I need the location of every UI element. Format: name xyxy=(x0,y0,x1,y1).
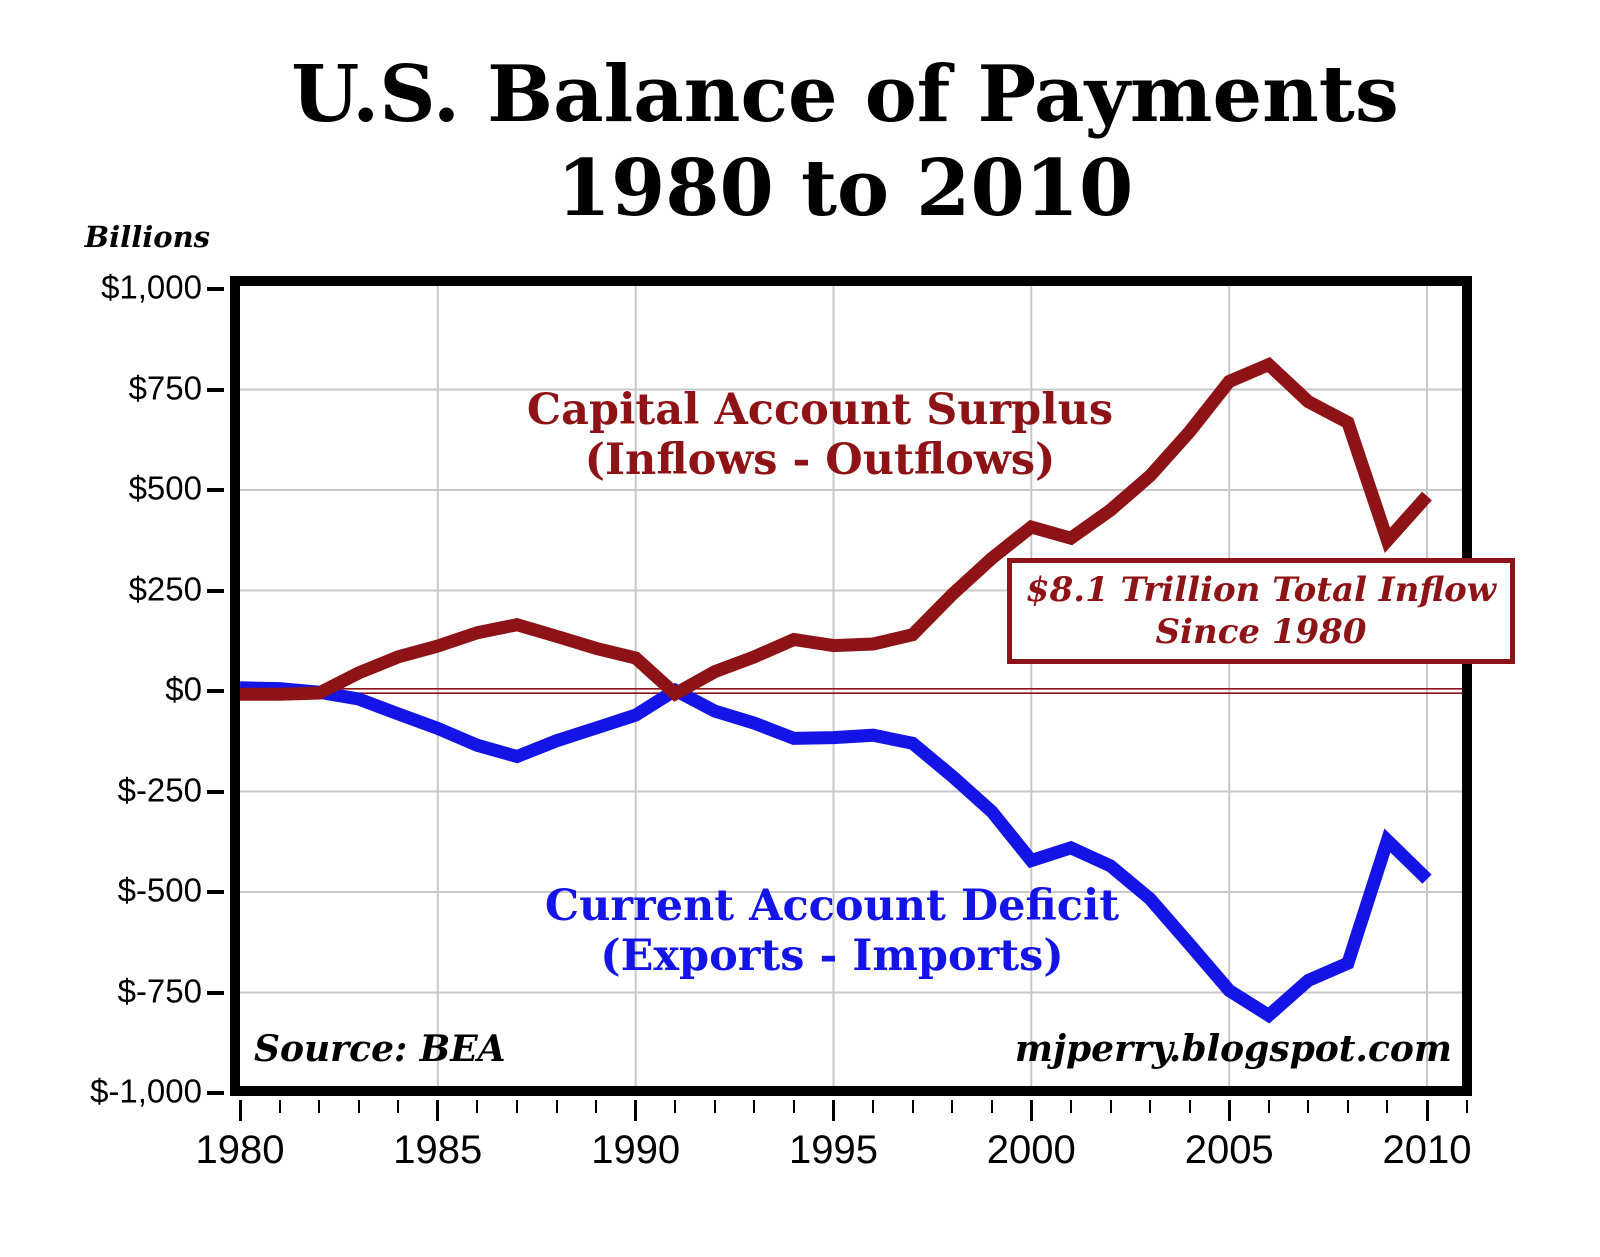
x-minor-tick-mark xyxy=(713,1100,716,1113)
y-tick-mark xyxy=(207,890,224,894)
x-tick-label: 2005 xyxy=(1184,1128,1274,1172)
x-minor-tick-mark xyxy=(1149,1100,1151,1113)
capital-account-label-line2: (Inflows - Outflows) xyxy=(584,434,1056,485)
x-minor-tick-mark xyxy=(911,1100,914,1113)
x-major-tick-mark xyxy=(238,1100,242,1121)
x-tick-label: 2000 xyxy=(986,1128,1076,1172)
source-note: Source: BEA xyxy=(254,1028,506,1070)
y-tick-mark xyxy=(207,689,224,693)
y-tick-mark xyxy=(207,488,224,492)
x-minor-tick-mark xyxy=(357,1100,360,1113)
y-tick-label: $500 xyxy=(128,469,202,507)
x-minor-tick-mark xyxy=(792,1100,795,1113)
x-major-tick-mark xyxy=(1029,1100,1033,1121)
x-minor-tick-mark xyxy=(318,1100,321,1113)
y-tick-label: $-1,000 xyxy=(90,1072,202,1110)
current-account-series-line xyxy=(240,681,1432,1024)
chart-title-line1: U.S. Balance of Payments xyxy=(291,49,1399,140)
capital-account-label-line1: Capital Account Surplus xyxy=(526,385,1114,435)
x-minor-tick-mark xyxy=(1069,1100,1072,1113)
y-tick-label: $-750 xyxy=(117,971,202,1009)
x-minor-tick-mark xyxy=(278,1100,281,1113)
x-minor-tick-mark xyxy=(872,1100,875,1113)
x-tick-label: 1980 xyxy=(195,1128,285,1172)
x-tick-label: 1995 xyxy=(789,1128,878,1172)
annotation-line2: Since 1980 xyxy=(1155,612,1367,652)
y-tick-mark xyxy=(207,1091,224,1095)
x-tick-label: 2010 xyxy=(1382,1128,1472,1172)
y-tick-mark xyxy=(207,588,224,593)
x-minor-tick-mark xyxy=(1465,1100,1468,1113)
x-minor-tick-mark xyxy=(1346,1100,1349,1113)
x-major-tick-mark xyxy=(1227,1100,1231,1121)
capital-account-series-label: Capital Account Surplus (Inflows - Outfl… xyxy=(526,385,1114,486)
y-tick-label: $750 xyxy=(128,368,202,406)
current-account-label-line1: Current Account Deficit xyxy=(544,881,1120,931)
y-tick-mark xyxy=(207,287,224,291)
y-tick-label: $1,000 xyxy=(101,268,202,306)
current-account-label-line2: (Exports - Imports) xyxy=(600,930,1064,981)
x-minor-tick-mark xyxy=(1267,1100,1270,1113)
x-tick-label: 1990 xyxy=(591,1128,681,1172)
x-minor-tick-mark xyxy=(555,1100,558,1113)
x-minor-tick-mark xyxy=(1307,1100,1310,1113)
x-major-tick-mark xyxy=(832,1100,835,1121)
x-minor-tick-mark xyxy=(1109,1100,1112,1113)
y-axis-title: Billions xyxy=(84,220,210,254)
x-minor-tick-mark xyxy=(476,1100,479,1113)
annotation-box: $8.1 Trillion Total Inflow Since 1980 xyxy=(1007,558,1515,664)
y-tick-label: $250 xyxy=(128,569,202,607)
x-minor-tick-mark xyxy=(753,1100,756,1113)
y-tick-mark xyxy=(207,990,224,995)
x-minor-tick-mark xyxy=(516,1100,518,1113)
plot-area: Capital Account Surplus (Inflows - Outfl… xyxy=(230,276,1472,1096)
x-major-tick-mark xyxy=(1425,1100,1429,1121)
y-tick-mark xyxy=(207,789,224,794)
x-minor-tick-mark xyxy=(951,1100,954,1113)
x-major-tick-mark xyxy=(634,1100,638,1121)
y-tick-label: $0 xyxy=(165,670,202,708)
x-major-tick-mark xyxy=(436,1100,440,1121)
x-minor-tick-mark xyxy=(674,1100,677,1113)
y-tick-label: $-250 xyxy=(117,770,202,808)
watermark: mjperry.blogspot.com xyxy=(1014,1028,1452,1070)
chart-title-line2: 1980 to 2010 xyxy=(556,142,1134,234)
x-tick-label: 1985 xyxy=(393,1128,483,1172)
capital-account-series-line xyxy=(240,356,1432,702)
x-minor-tick-mark xyxy=(1386,1100,1389,1113)
x-minor-tick-mark xyxy=(397,1100,400,1113)
current-account-series-label: Current Account Deficit (Exports - Impor… xyxy=(544,881,1120,982)
y-tick-label: $-500 xyxy=(117,871,202,909)
x-minor-tick-mark xyxy=(595,1100,598,1113)
y-tick-mark xyxy=(207,387,224,392)
plot-canvas xyxy=(240,286,1462,1086)
x-minor-tick-mark xyxy=(1188,1100,1191,1113)
annotation-line1: $8.1 Trillion Total Inflow xyxy=(1025,569,1497,610)
x-minor-tick-mark xyxy=(990,1100,993,1113)
chart-title: U.S. Balance of Payments 1980 to 2010 xyxy=(90,48,1600,235)
